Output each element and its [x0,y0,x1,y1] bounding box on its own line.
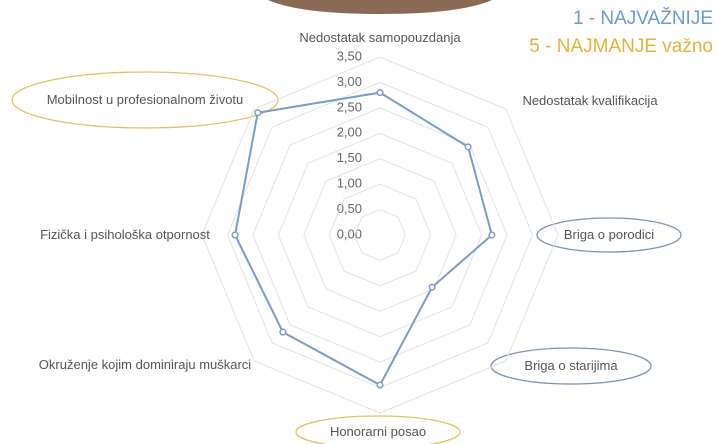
data-point [376,89,384,97]
category-label: Nedostatak kvalifikacija [522,93,658,108]
grid-ring [226,81,534,389]
legend-note: 1 - NAJVAŽNIJE [572,8,713,29]
category-label: Briga o starijima [524,358,618,373]
category-label: Mobilnost u profesionalnom životu [46,92,244,107]
grid-ring [354,209,406,261]
highlight [11,71,279,129]
grid-ring [252,107,508,363]
highlight [295,415,461,444]
series-line [234,91,494,387]
r-tick-label: 0,50 [337,201,362,216]
category-label: Fizička i psihološka otpornost [40,227,210,242]
r-tick-label: 1,50 [337,150,362,165]
data-point [428,283,436,291]
r-tick-label: 3,50 [337,48,362,63]
r-tick-label: 0,00 [337,226,362,241]
grid-ring [328,183,432,287]
category-label: Nedostatak samopouzdanja [299,30,461,45]
data-point [464,143,472,151]
category-label: Okruženje kojim dominiraju muškarci [38,357,252,372]
r-tick-label: 2,00 [337,125,362,140]
category-label: Honorarni posao [329,424,427,439]
data-point [279,328,287,336]
category-label: Briga o porodici [563,227,655,242]
r-tick-label: 2,50 [337,99,362,114]
r-tick-label: 3,00 [337,74,362,89]
grid-ring [303,158,457,312]
legend-note: 5 - NAJMANJE važno [529,36,713,57]
r-tick-label: 1,00 [337,176,362,191]
data-point [376,381,384,389]
data-point [231,231,239,239]
photo [268,0,492,14]
data-point [254,109,262,117]
highlight [536,217,682,253]
grid-ring [201,56,559,414]
highlight [490,347,652,385]
data-point [488,231,496,239]
grid-ring [277,132,483,338]
